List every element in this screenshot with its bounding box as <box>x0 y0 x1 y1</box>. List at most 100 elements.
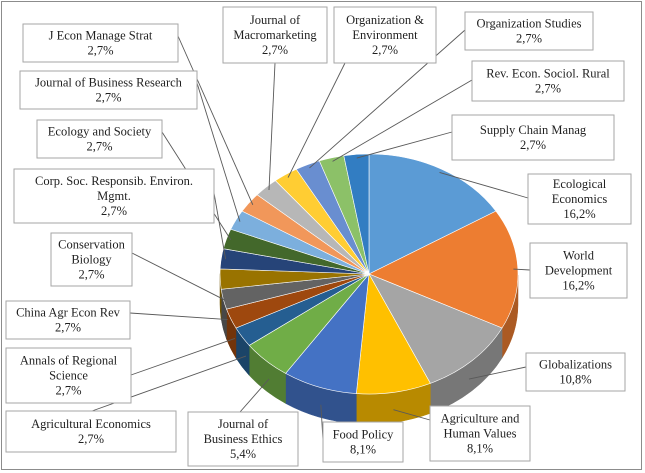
leader-line-annals-of-regional-science <box>130 337 236 376</box>
data-label-text: Conservation <box>58 238 125 252</box>
data-label-text: Ecological <box>553 177 607 191</box>
data-label-corp-soc-responsib-environ-mgmt: Corp. Soc. Responsib. Environ.Mgmt.2,7% <box>13 168 215 224</box>
leader-line-world-development <box>513 268 531 271</box>
data-label-box <box>22 23 179 63</box>
data-label-box <box>50 232 133 287</box>
data-label-text: Organization Studies <box>477 17 582 31</box>
leader-line-organization-studies <box>309 29 466 169</box>
data-label-value: 2,7% <box>101 204 127 218</box>
data-label-text: Journal of <box>218 417 269 431</box>
data-label-text: Agriculture and <box>441 412 521 426</box>
data-label-text: Human Values <box>443 427 516 441</box>
leader-line-j-econ-manage-strat <box>177 35 254 205</box>
data-label-text: Globalizations <box>539 358 612 372</box>
data-label-value: 16,2% <box>562 279 594 293</box>
leader-line-corp-soc-responsib-environ-mgmt <box>213 192 227 260</box>
pie-slice-globalizations <box>368 273 503 384</box>
pie-slice-supply-chain-manag <box>343 153 370 275</box>
data-label-box <box>5 347 132 404</box>
data-label-text: Rev. Econ. Sociol. Rural <box>486 67 610 81</box>
data-label-box <box>429 405 531 462</box>
data-label-value: 5,4% <box>230 447 256 461</box>
data-label-value: 2,7% <box>535 82 561 96</box>
data-label-text: Journal of Business Research <box>35 76 183 90</box>
data-label-box <box>333 6 437 64</box>
data-label-value: 2,7% <box>95 91 121 105</box>
data-label-text: Organization & <box>346 13 424 27</box>
leader-lines-layer <box>91 29 531 441</box>
leader-line-journal-of-macromarketing <box>268 62 276 190</box>
data-label-value: 2,7% <box>86 140 112 154</box>
data-label-box <box>464 11 594 51</box>
data-label-text: Agricultural Economics <box>31 417 151 431</box>
data-label-text: Biology <box>71 253 112 267</box>
data-label-box <box>322 421 404 463</box>
data-label-text: Journal of <box>250 13 301 27</box>
data-label-box <box>529 242 628 299</box>
data-label-value: 2,7% <box>372 43 398 57</box>
data-label-value: 8,1% <box>467 442 493 456</box>
data-label-box <box>222 6 328 64</box>
data-label-text: Science <box>49 369 88 383</box>
data-label-box <box>19 70 198 110</box>
data-label-box <box>187 411 299 467</box>
data-label-text: China Agr Econ Rev <box>16 306 121 320</box>
data-label-value: 2,7% <box>520 138 546 152</box>
data-label-text: Corp. Soc. Responsib. Environ. <box>35 174 193 188</box>
leader-line-conservation-biology <box>131 252 225 301</box>
data-label-text: Supply Chain Manag <box>480 123 587 137</box>
data-label-text: Environment <box>352 28 418 42</box>
leader-line-china-agr-econ-rev <box>129 312 228 320</box>
data-label-value: 2,7% <box>262 43 288 57</box>
data-label-box <box>13 168 215 224</box>
data-label-box <box>451 114 615 161</box>
data-label-text: Food Policy <box>333 428 395 442</box>
data-label-text: Macromarketing <box>233 28 317 42</box>
data-label-value: 2,7% <box>78 268 104 282</box>
leader-line-organization-environment <box>287 62 346 178</box>
data-label-value: 2,7% <box>87 44 113 58</box>
data-label-text: Economics <box>552 192 608 206</box>
data-label-value: 2,7% <box>55 321 81 335</box>
data-label-value: 2,7% <box>78 432 104 446</box>
data-label-text: Annals of Regional <box>20 354 118 368</box>
data-label-value: 2,7% <box>55 384 81 398</box>
data-label-value: 8,1% <box>350 443 376 457</box>
data-label-box <box>5 410 177 453</box>
leader-line-rev-econ-sociol-rural <box>332 79 473 162</box>
data-label-text: J Econ Manage Strat <box>49 29 153 43</box>
leader-line-agriculture-and-human-values <box>393 409 431 421</box>
pie-slice-ecological-economics <box>368 153 497 275</box>
data-labels-layer: EcologicalEconomics16,2%WorldDevelopment… <box>5 6 632 467</box>
data-label-box <box>525 352 626 392</box>
leader-line-journal-of-business-ethics <box>239 378 270 413</box>
data-label-value: 10,8% <box>559 373 591 387</box>
data-label-box <box>527 173 632 225</box>
pie-depth-layer <box>219 273 519 425</box>
leader-line-journal-of-business-research <box>196 82 241 222</box>
data-label-value: 2,7% <box>516 32 542 46</box>
pie-top-layer <box>219 153 519 395</box>
data-label-text: Mgmt. <box>97 189 131 203</box>
data-label-box <box>471 60 625 102</box>
leader-line-globalizations <box>468 366 527 380</box>
leader-line-supply-chain-manag <box>356 131 453 159</box>
data-label-text: Ecology and Society <box>48 125 152 139</box>
